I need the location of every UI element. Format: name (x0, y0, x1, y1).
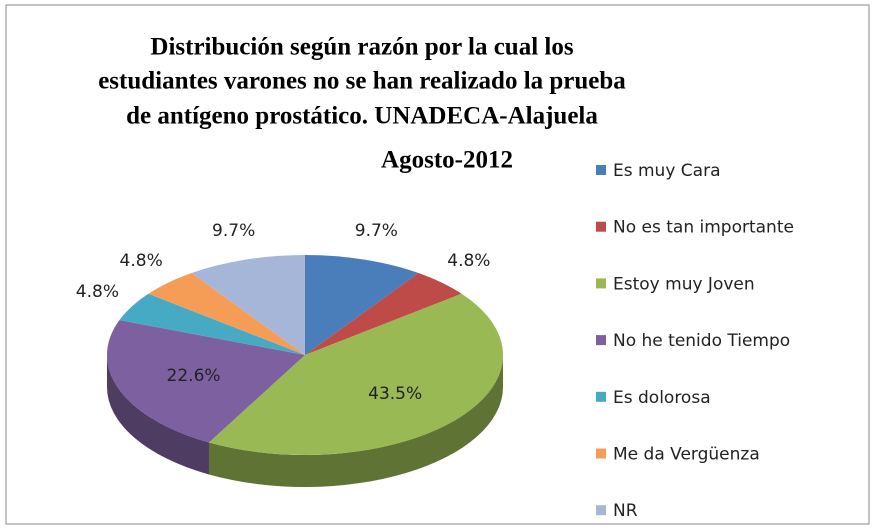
pie-slice-side (208, 355, 503, 488)
data-label: 9.7% (212, 221, 255, 241)
chart-title: Distribución según razón por la cual los (150, 34, 573, 61)
legend-swatch (596, 278, 606, 289)
pie-slice (119, 293, 306, 355)
legend-swatch (596, 505, 606, 516)
legend-label: Es dolorosa (613, 388, 711, 408)
legend-label: NR (613, 501, 638, 521)
pie-slice (305, 255, 419, 355)
legend-label: Estoy muy Joven (613, 274, 755, 294)
data-label: 4.8% (447, 251, 490, 271)
legend-swatch (596, 165, 606, 175)
pie-slice-side (107, 355, 209, 475)
data-label: 4.8% (76, 282, 119, 302)
pie-slice (305, 273, 462, 355)
data-label: 9.7% (355, 221, 398, 241)
legend-swatch (596, 448, 606, 459)
pie-slice (191, 255, 305, 355)
chart-title: estudiantes varones no se han realizado … (98, 68, 626, 95)
legend-label: Me da Vergüenza (613, 445, 760, 465)
data-label: 22.6% (167, 366, 221, 386)
data-label: 4.8% (120, 251, 163, 271)
data-label: 43.5% (368, 384, 422, 404)
chart-title: de antígeno prostático. UNADECA-Alajuela (126, 103, 598, 130)
legend-label: No he tenido Tiempo (613, 331, 790, 351)
legend-swatch (596, 335, 606, 346)
legend-swatch (596, 391, 606, 402)
pie-slice (106, 320, 306, 443)
legend-label: No es tan importante (613, 218, 794, 238)
legend-label: Es muy Cara (613, 161, 721, 181)
legend-swatch (596, 221, 606, 232)
pie-slice (148, 273, 305, 355)
pie-slice (208, 293, 503, 455)
chart-title: Agosto-2012 (381, 147, 513, 174)
